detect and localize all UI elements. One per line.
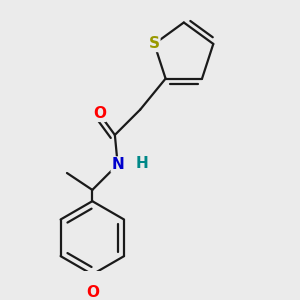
Text: O: O xyxy=(86,285,99,300)
Text: H: H xyxy=(135,156,148,171)
Text: S: S xyxy=(149,36,160,51)
Text: O: O xyxy=(93,106,106,121)
Text: N: N xyxy=(111,157,124,172)
